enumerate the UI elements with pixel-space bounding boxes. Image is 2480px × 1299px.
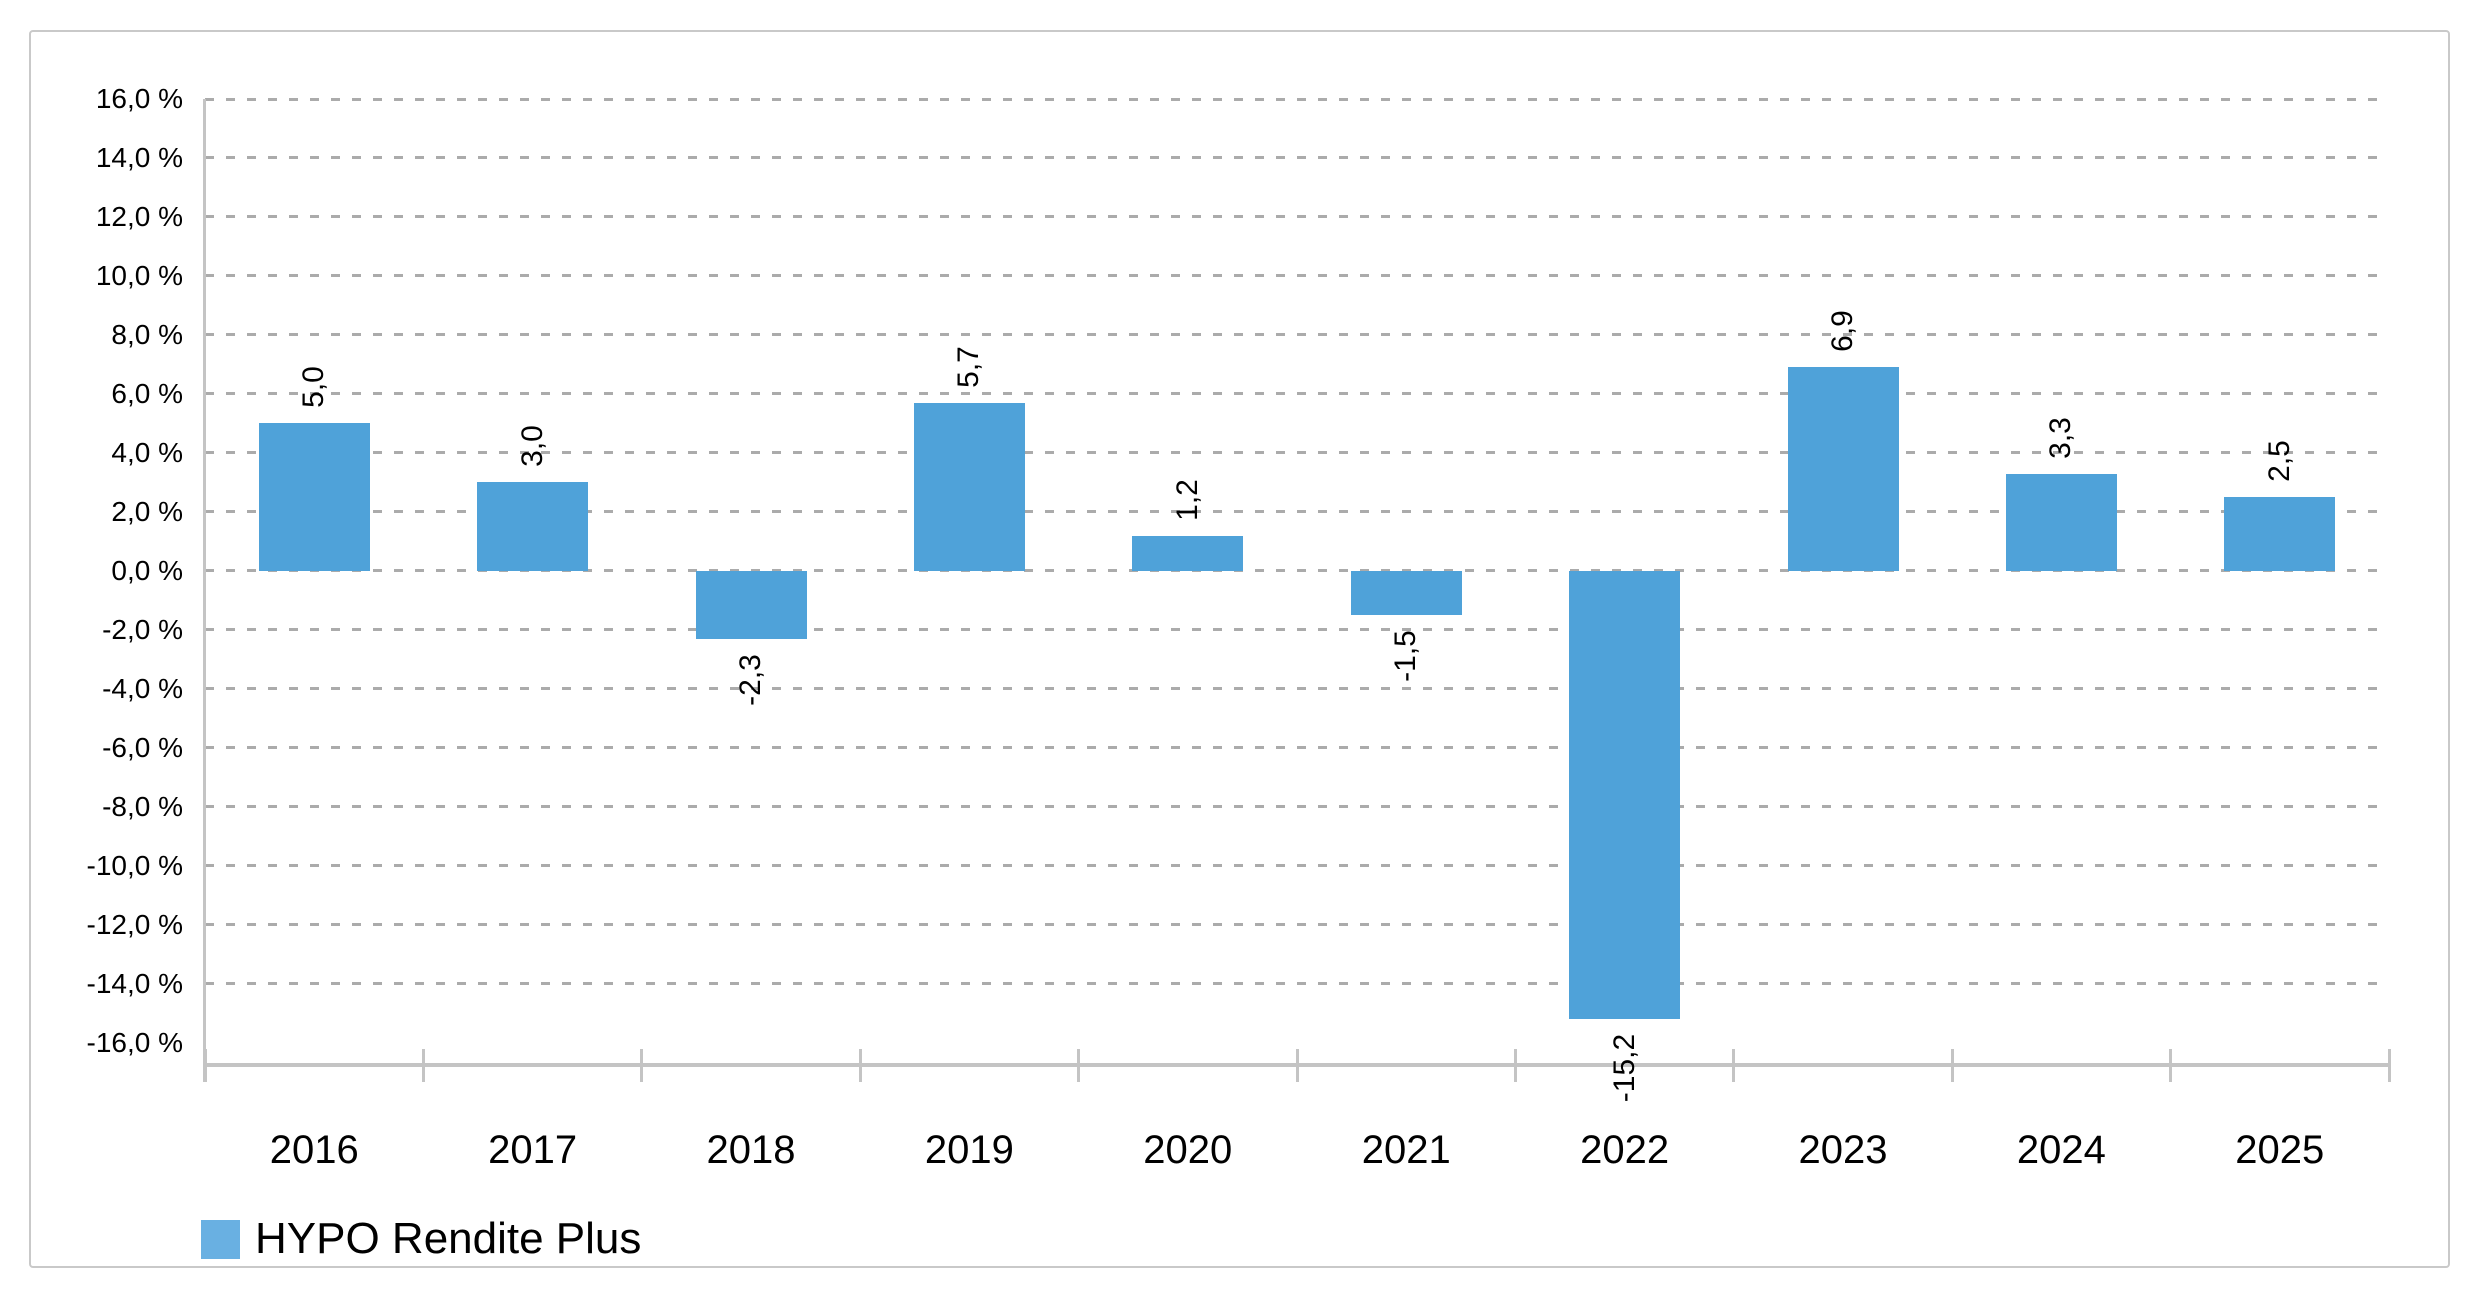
gridline [205, 805, 2389, 809]
bar [2224, 497, 2336, 571]
legend: HYPO Rendite Plus [201, 1215, 641, 1263]
legend-swatch-icon [201, 1219, 240, 1259]
gridline [205, 274, 2389, 278]
plot-area: 16,0 % 14,0 % 12,0 % 10,0 % 8,0 % 6,0 % 4,0 % 2… [87, 83, 2391, 1171]
bar [1350, 570, 1462, 616]
x-axis-tick [1513, 1049, 1517, 1082]
y-axis-tick-label: 10,0 % [95, 259, 183, 291]
x-axis-category-label: 2023 [1798, 1128, 1888, 1172]
y-axis-tick-label: 12,0 % [95, 200, 183, 232]
bar-value-label: -1,5 [1389, 630, 1423, 683]
y-axis-tick-label: -2,0 % [102, 613, 183, 645]
gridline [205, 746, 2389, 750]
bar-value-label: 6,9 [1825, 310, 1859, 353]
bar [913, 402, 1025, 571]
y-axis-tick-label: 2,0 % [111, 495, 183, 527]
x-axis-tick [1077, 1049, 1081, 1082]
gridline [205, 510, 2389, 514]
bar [1787, 367, 1899, 571]
x-axis-tick [2169, 1049, 2173, 1082]
y-axis-tick-label: 4,0 % [111, 436, 183, 468]
bar-value-label: -2,3 [733, 653, 767, 706]
y-axis-line [203, 99, 206, 1082]
gridline [205, 333, 2389, 337]
bar [1132, 535, 1244, 571]
x-axis-category-label: 2021 [1361, 1128, 1451, 1172]
y-axis-tick-label: 0,0 % [111, 554, 183, 586]
x-axis-tick [1950, 1049, 1954, 1082]
y-axis-tick-label: 16,0 % [95, 83, 183, 114]
gridline [205, 97, 2389, 101]
x-axis-tick [1732, 1049, 1736, 1082]
bar [477, 482, 589, 571]
y-axis-tick-label: -4,0 % [102, 672, 183, 704]
gridline [205, 215, 2389, 219]
bar-value-label: 3,3 [2044, 416, 2078, 459]
y-axis-tick-label: -10,0 % [86, 849, 184, 881]
x-axis-tick [640, 1049, 644, 1082]
x-axis-category-label: 2020 [1143, 1128, 1233, 1172]
x-axis-tick [421, 1049, 425, 1082]
bar [2005, 473, 2117, 571]
gridline [205, 628, 2389, 632]
bar-value-label: 2,5 [2262, 440, 2296, 483]
bar-value-label: 1,2 [1170, 478, 1204, 521]
gridline [205, 392, 2389, 396]
bar [1569, 570, 1681, 1020]
bar-value-label: 3,0 [515, 425, 549, 468]
x-axis-tick [858, 1049, 862, 1082]
gridline [205, 156, 2389, 160]
x-axis-category-label: 2017 [488, 1128, 578, 1172]
x-axis-category-label: 2016 [269, 1128, 359, 1172]
x-axis-category-label: 2019 [924, 1128, 1014, 1172]
gridline [205, 982, 2389, 986]
y-axis-tick-label: -12,0 % [86, 908, 184, 940]
gridline [205, 569, 2389, 573]
y-axis-tick-label: -14,0 % [86, 967, 184, 999]
gridline [205, 451, 2389, 455]
x-axis-tick [1295, 1049, 1299, 1082]
bar [258, 423, 370, 571]
gridline [205, 687, 2389, 691]
chart-card: 16,0 % 14,0 % 12,0 % 10,0 % 8,0 % 6,0 % 4,0 % 2… [29, 30, 2450, 1268]
x-axis-tick [2387, 1049, 2391, 1082]
bar-value-label: 5,0 [297, 366, 331, 409]
y-axis-tick-label: 6,0 % [111, 377, 183, 409]
y-axis-tick-label: 14,0 % [95, 141, 183, 173]
x-axis-category-label: 2024 [2016, 1128, 2106, 1172]
x-axis-category-label: 2018 [706, 1128, 796, 1172]
x-axis-tick [203, 1049, 207, 1082]
legend-label: HYPO Rendite Plus [255, 1214, 642, 1263]
y-axis-tick-label: -6,0 % [102, 731, 183, 763]
y-axis-tick-label: -16,0 % [86, 1026, 184, 1058]
x-axis-category-label: 2025 [2235, 1128, 2325, 1172]
gridline [205, 864, 2389, 868]
bar-value-label: -15,2 [1607, 1034, 1641, 1103]
y-axis-tick-label: -8,0 % [102, 790, 183, 822]
x-axis-category-label: 2022 [1580, 1128, 1670, 1172]
bar [695, 570, 807, 639]
y-axis-tick-label: 8,0 % [111, 318, 183, 350]
gridline [205, 923, 2389, 927]
bar-value-label: 5,7 [952, 345, 986, 388]
